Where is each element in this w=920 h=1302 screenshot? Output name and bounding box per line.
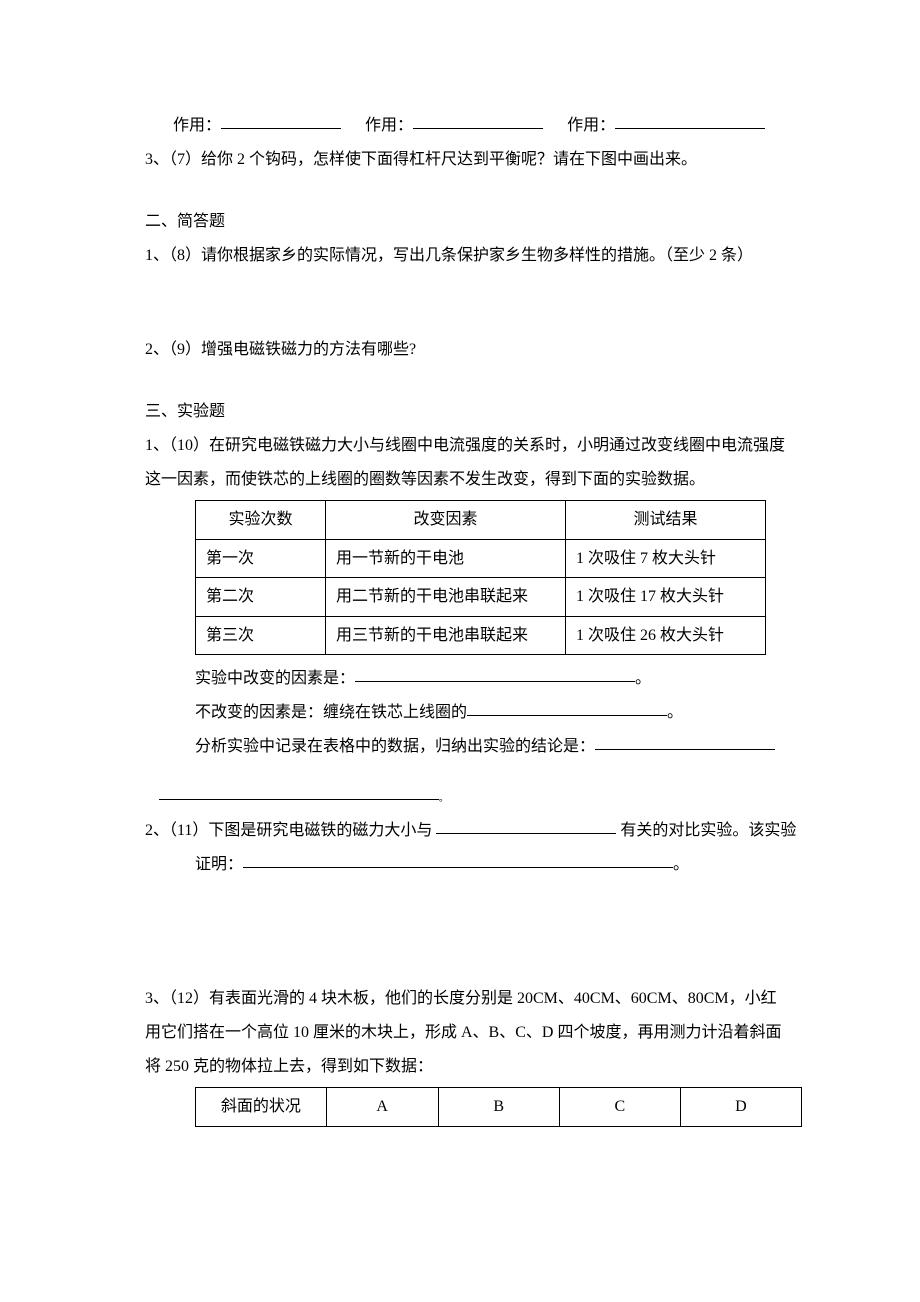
action-blank-2[interactable]: [413, 111, 543, 129]
table-row: 第二次 用二节新的干电池串联起来 1 次吸住 17 枚大头针: [196, 578, 766, 617]
text: 实验中改变的因素是：: [195, 670, 355, 687]
cell: 用三节新的干电池串联起来: [326, 616, 566, 655]
period: 。: [667, 704, 683, 721]
cell: 1 次吸住 7 枚大头针: [566, 539, 766, 578]
blank-proof[interactable]: [243, 851, 673, 869]
cell: C: [559, 1088, 680, 1127]
col-header: 实验次数: [196, 501, 326, 540]
blank-changed-factor[interactable]: [355, 665, 635, 683]
q3-12-line2: 用它们搭在一个高位 10 厘米的木块上，形成 A、B、C、D 四个坡度，再用测力…: [145, 1017, 802, 1049]
slope-table: 斜面的状况 A B C D: [195, 1087, 802, 1127]
section-2-title: 二、简答题: [145, 206, 802, 238]
blank-unchanged-factor[interactable]: [467, 699, 667, 717]
q3-12-line1: 3、（12）有表面光滑的 4 块木板，他们的长度分别是 20CM、40CM、60…: [145, 983, 802, 1015]
cell: 第三次: [196, 616, 326, 655]
action-label-1: 作用：: [173, 117, 221, 134]
cell: D: [680, 1088, 801, 1127]
q1-10-after-2: 不改变的因素是：缠绕在铁芯上线圈的 。: [145, 697, 802, 729]
top-actions-row: 作用： 作用： 作用：: [145, 110, 802, 142]
cell: 用二节新的干电池串联起来: [326, 578, 566, 617]
q1-10-conclusion-cont: 。: [145, 781, 802, 813]
table-row: 斜面的状况 A B C D: [196, 1088, 802, 1127]
blank-related-factor[interactable]: [436, 817, 616, 835]
text: 有关的对比实验。该实验: [616, 822, 796, 839]
cell: 用一节新的干电池: [326, 539, 566, 578]
period: 。: [439, 793, 448, 803]
q1-8: 1、（8）请你根据家乡的实际情况，写出几条保护家乡生物多样性的措施。（至少 2 …: [145, 240, 802, 272]
text: 不改变的因素是：缠绕在铁芯上线圈的: [195, 704, 467, 721]
action-blank-1[interactable]: [221, 111, 341, 129]
cell: 斜面的状况: [196, 1088, 327, 1127]
q2-11-line1: 2、（11）下图是研究电磁铁的磁力大小与 有关的对比实验。该实验: [145, 815, 802, 847]
sep: [547, 117, 563, 134]
table-row: 第三次 用三节新的干电池串联起来 1 次吸住 26 枚大头针: [196, 616, 766, 655]
action-label-3: 作用：: [567, 117, 615, 134]
blank-conclusion-2[interactable]: [159, 783, 439, 801]
q1-10-after-3: 分析实验中记录在表格中的数据，归纳出实验的结论是：: [145, 731, 802, 763]
q1-10-line2: 这一因素，而使铁芯的上线圈的圈数等因素不发生改变，得到下面的实验数据。: [145, 464, 802, 496]
period: 。: [673, 856, 689, 873]
text: 分析实验中记录在表格中的数据，归纳出实验的结论是：: [195, 738, 595, 755]
col-header: 改变因素: [326, 501, 566, 540]
q3-12-line3: 将 250 克的物体拉上去，得到如下数据：: [145, 1051, 802, 1083]
text: 证明：: [195, 856, 243, 873]
cell: B: [438, 1088, 559, 1127]
q2-11-line2: 证明： 。: [145, 849, 802, 881]
col-header: 测试结果: [566, 501, 766, 540]
blank-conclusion-1[interactable]: [595, 733, 775, 751]
cell: 第二次: [196, 578, 326, 617]
experiment-table-1: 实验次数 改变因素 测试结果 第一次 用一节新的干电池 1 次吸住 7 枚大头针…: [195, 500, 766, 655]
period: 。: [635, 670, 651, 687]
q1-10-after-1: 实验中改变的因素是： 。: [145, 663, 802, 695]
cell: 1 次吸住 17 枚大头针: [566, 578, 766, 617]
table-header-row: 实验次数 改变因素 测试结果: [196, 501, 766, 540]
cell: A: [326, 1088, 438, 1127]
sep: [345, 117, 361, 134]
cell: 1 次吸住 26 枚大头针: [566, 616, 766, 655]
q3-7: 3、（7）给你 2 个钩码，怎样使下面得杠杆尺达到平衡呢？请在下图中画出来。: [145, 144, 802, 176]
section-3-title: 三、实验题: [145, 396, 802, 428]
q1-10-line1: 1、（10）在研究电磁铁磁力大小与线圈中电流强度的关系时，小明通过改变线圈中电流…: [145, 430, 802, 462]
cell: 第一次: [196, 539, 326, 578]
text: 2、（11）下图是研究电磁铁的磁力大小与: [145, 822, 436, 839]
action-label-2: 作用：: [365, 117, 413, 134]
action-blank-3[interactable]: [615, 111, 765, 129]
table-row: 第一次 用一节新的干电池 1 次吸住 7 枚大头针: [196, 539, 766, 578]
q2-9: 2、（9）增强电磁铁磁力的方法有哪些?: [145, 334, 802, 366]
